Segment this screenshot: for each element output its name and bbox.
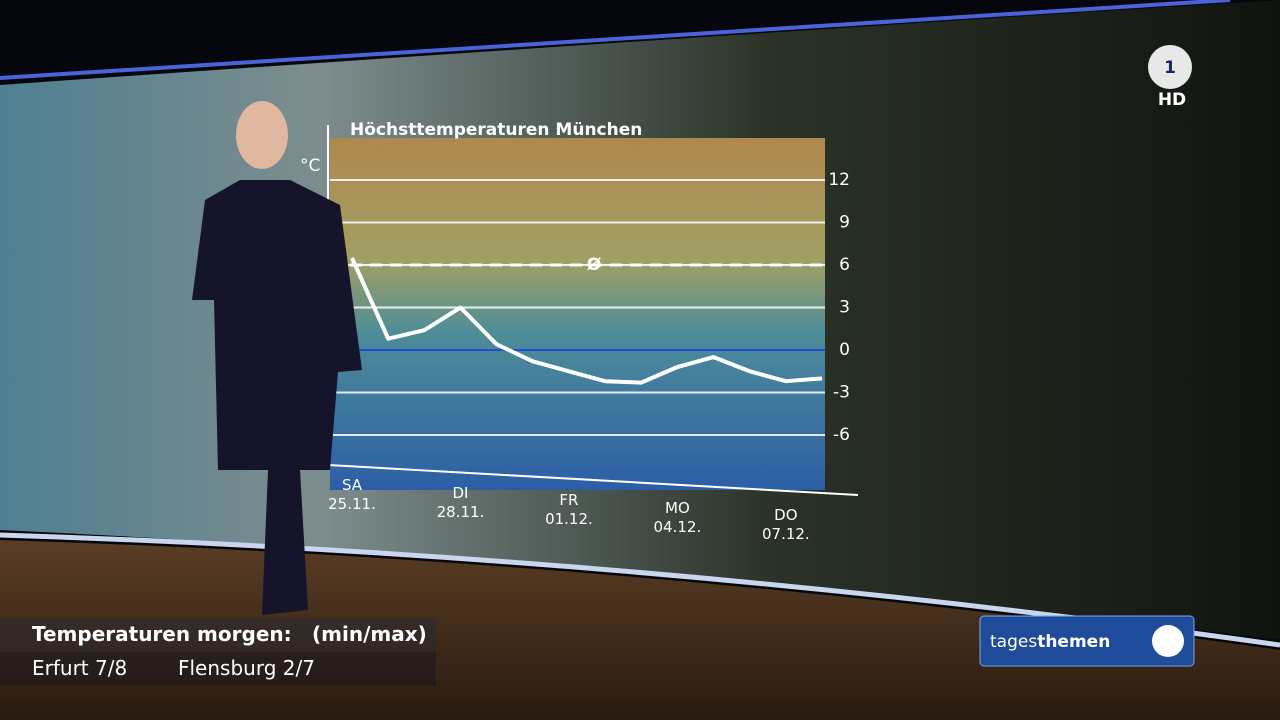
logo-number: 1 (1164, 58, 1176, 78)
plot-area (330, 138, 825, 490)
y-tick-label: 0 (839, 340, 850, 360)
y-tick-label: 9 (839, 213, 850, 233)
ticker-item: Flensburg 2/7 (178, 656, 315, 680)
ticker-heading: Temperaturen morgen: (32, 622, 292, 646)
y-axis-label: °C (300, 156, 320, 176)
y-tick-label: -3 (833, 383, 850, 403)
brand-bold: themen (1037, 632, 1110, 652)
presenter-body (192, 180, 362, 615)
x-axis (327, 464, 859, 496)
x-tick-label: SA 25.11. (328, 476, 376, 513)
wall-edge (0, 0, 1231, 80)
x-tick-label: MO 04.12. (653, 498, 702, 536)
y-tick-label: -6 (833, 425, 850, 445)
logo-hd: HD (1158, 90, 1186, 110)
logo-circle (1148, 45, 1192, 89)
x-tick-label: DO 07.12. (761, 506, 810, 543)
brand-icon (1152, 625, 1184, 657)
x-tick-label: FR 01.12. (545, 491, 593, 528)
ticker-unit: (min/max) (312, 622, 427, 646)
floor (0, 540, 1280, 720)
presenter-head (236, 101, 288, 169)
x-tick-label: DI 28.11. (436, 483, 485, 521)
y-tick-label: 12 (828, 170, 850, 190)
ticker-band (0, 652, 436, 686)
ticker-band (0, 618, 436, 652)
presenter (192, 101, 362, 615)
brand-light: tages (990, 632, 1037, 652)
ticker-item: Erfurt 7/8 (32, 656, 128, 680)
chart-title: Höchsttemperaturen München (350, 120, 642, 140)
y-tick-label: 6 (839, 255, 850, 275)
y-tick-label: 3 (839, 298, 850, 318)
brand-box (979, 615, 1195, 667)
temperature-line (350, 257, 823, 385)
brand: tagesthemen (990, 632, 1110, 652)
average-label: Ø (587, 255, 601, 275)
